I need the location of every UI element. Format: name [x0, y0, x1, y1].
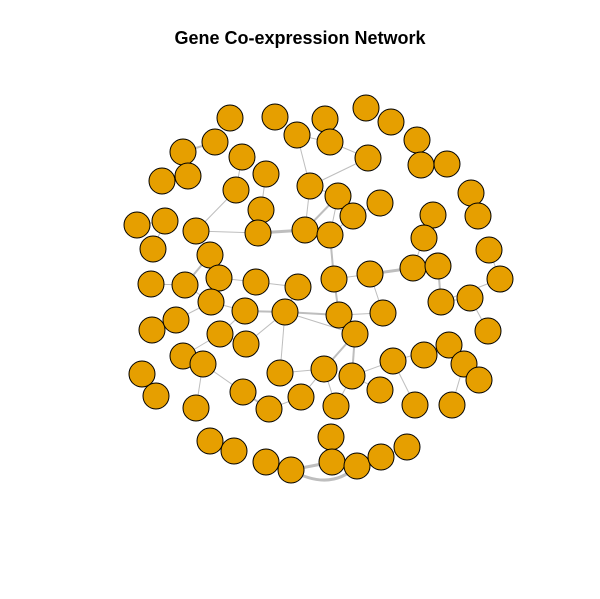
gene-node [317, 222, 343, 248]
gene-node [217, 105, 243, 131]
gene-node [439, 392, 465, 418]
gene-node [297, 173, 323, 199]
gene-node [183, 395, 209, 421]
gene-node [149, 168, 175, 194]
gene-node [312, 106, 338, 132]
gene-node [357, 261, 383, 287]
gene-node [367, 190, 393, 216]
gene-node [202, 129, 228, 155]
gene-node [466, 367, 492, 393]
gene-node [198, 289, 224, 315]
gene-node [288, 384, 314, 410]
gene-node [124, 212, 150, 238]
gene-node [411, 342, 437, 368]
gene-node [487, 266, 513, 292]
nodes-layer [124, 95, 513, 483]
gene-node [262, 104, 288, 130]
gene-node [138, 271, 164, 297]
gene-node [402, 392, 428, 418]
gene-node [278, 457, 304, 483]
gene-node [380, 348, 406, 374]
gene-node [183, 218, 209, 244]
gene-node [323, 393, 349, 419]
gene-node [190, 351, 216, 377]
gene-node [400, 255, 426, 281]
gene-node [233, 331, 259, 357]
gene-node [232, 298, 258, 324]
gene-node [420, 202, 446, 228]
gene-node [411, 225, 437, 251]
gene-node [394, 434, 420, 460]
gene-node [344, 453, 370, 479]
gene-node [229, 144, 255, 170]
gene-node [140, 236, 166, 262]
gene-node [434, 151, 460, 177]
gene-node [221, 438, 247, 464]
gene-node [319, 449, 345, 475]
gene-node [230, 379, 256, 405]
gene-node [163, 307, 189, 333]
gene-node [143, 383, 169, 409]
gene-node [245, 220, 271, 246]
gene-node [311, 356, 337, 382]
gene-node [272, 299, 298, 325]
gene-node [292, 217, 318, 243]
gene-node [243, 269, 269, 295]
gene-node [342, 321, 368, 347]
gene-node [408, 152, 434, 178]
gene-node [175, 163, 201, 189]
gene-node [197, 428, 223, 454]
gene-node [318, 424, 344, 450]
gene-node [253, 161, 279, 187]
gene-node [378, 109, 404, 135]
gene-node [353, 95, 379, 121]
gene-node [284, 122, 310, 148]
gene-node [404, 127, 430, 153]
gene-node [355, 145, 381, 171]
gene-node [206, 265, 232, 291]
gene-node [172, 272, 198, 298]
gene-node [425, 253, 451, 279]
gene-node [129, 361, 155, 387]
gene-node [207, 321, 233, 347]
gene-node [457, 285, 483, 311]
gene-node [367, 377, 393, 403]
gene-node [253, 449, 279, 475]
gene-node [458, 180, 484, 206]
gene-node [152, 208, 178, 234]
gene-node [223, 177, 249, 203]
gene-node [340, 203, 366, 229]
gene-node [465, 203, 491, 229]
gene-node [317, 129, 343, 155]
gene-node [197, 242, 223, 268]
gene-node [339, 363, 365, 389]
gene-node [428, 289, 454, 315]
gene-node [285, 274, 311, 300]
gene-node [475, 318, 501, 344]
gene-node [248, 197, 274, 223]
gene-node [370, 300, 396, 326]
gene-node [256, 396, 282, 422]
gene-node [139, 317, 165, 343]
gene-node [368, 444, 394, 470]
gene-node [321, 266, 347, 292]
gene-node [267, 360, 293, 386]
gene-node [170, 139, 196, 165]
gene-node [476, 237, 502, 263]
